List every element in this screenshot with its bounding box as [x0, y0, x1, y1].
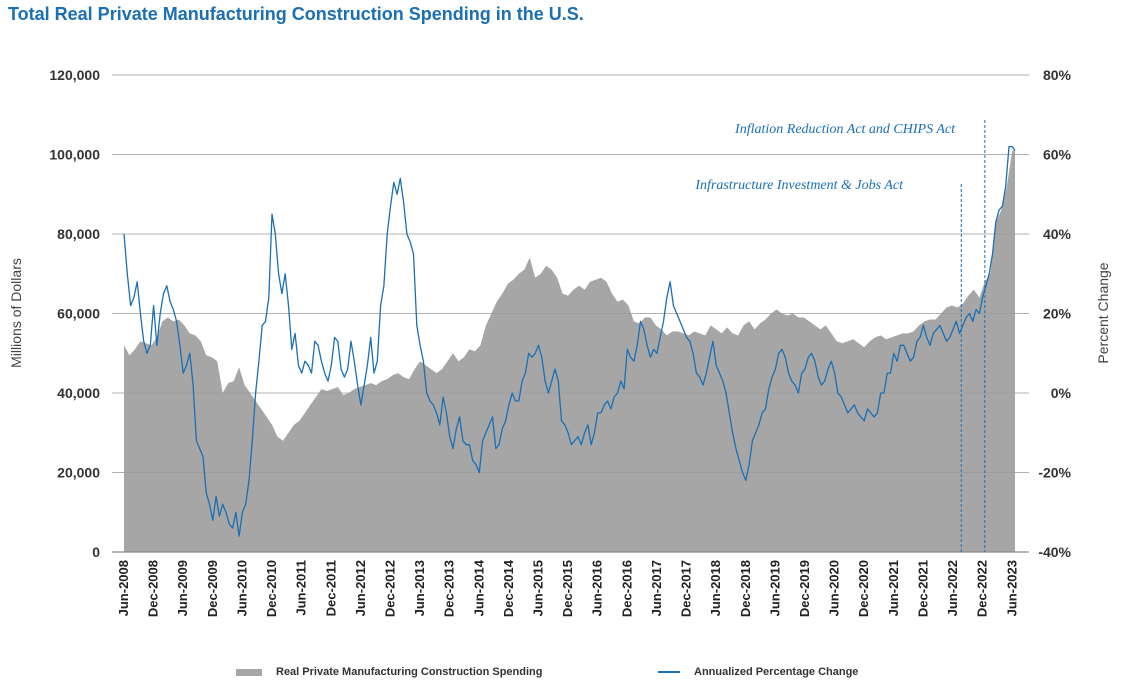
- x-tick-label: Dec-2008: [146, 560, 161, 617]
- x-tick-label: Jun-2016: [590, 560, 605, 616]
- y-axis-title: Millions of Dollars: [8, 258, 24, 368]
- legend-swatch-area: [236, 668, 262, 676]
- x-tick-label: Jun-2014: [471, 559, 486, 616]
- x-tick-label: Jun-2018: [708, 560, 723, 616]
- annotation-label: Inflation Reduction Act and CHIPS Act: [734, 122, 956, 137]
- y2-tick-label: -40%: [1038, 544, 1071, 560]
- x-tick-label: Dec-2019: [797, 560, 812, 617]
- y-tick-label: 20,000: [57, 465, 100, 481]
- x-tick-label: Dec-2011: [323, 560, 338, 616]
- y2-tick-label: 60%: [1043, 147, 1072, 163]
- y2-axis-title: Percent Change: [1095, 262, 1111, 363]
- y-tick-label: 0: [92, 544, 100, 560]
- x-tick-label: Jun-2015: [531, 560, 546, 616]
- y2-tick-label: 0%: [1051, 385, 1072, 401]
- x-tick-label: Dec-2009: [205, 560, 220, 617]
- x-tick-label: Jun-2010: [234, 560, 249, 616]
- y-tick-label: 80,000: [57, 226, 100, 242]
- x-tick-label: Jun-2021: [886, 560, 901, 616]
- x-tick-label: Dec-2017: [679, 560, 694, 617]
- y2-tick-label: 40%: [1043, 226, 1072, 242]
- legend-item-line: Annualized Percentage Change: [658, 666, 858, 678]
- y-tick-label: 60,000: [57, 306, 100, 322]
- line-series-annualized-change: [123, 145, 1016, 537]
- y2-tick-label: 20%: [1043, 306, 1072, 322]
- legend-item-area: Real Private Manufacturing Construction …: [236, 666, 542, 678]
- area-series-spending: [124, 150, 1015, 552]
- x-tick-label: Dec-2022: [975, 560, 990, 617]
- legend-label-line: Annualized Percentage Change: [694, 666, 859, 678]
- y-tick-label: 40,000: [57, 385, 100, 401]
- annotation-label: Infrastructure Investment & Jobs Act: [694, 178, 904, 193]
- x-tick-label: Jun-2017: [649, 560, 664, 616]
- x-tick-label: Dec-2016: [619, 560, 634, 617]
- x-tick-label: Dec-2013: [442, 560, 457, 617]
- x-tick-label: Jun-2019: [767, 560, 782, 616]
- x-tick-label: Dec-2014: [501, 559, 516, 617]
- legend-swatch-line: [658, 671, 680, 673]
- x-tick-label: Dec-2018: [738, 560, 753, 617]
- x-tick-label: Jun-2012: [353, 560, 368, 616]
- x-tick-label: Dec-2012: [383, 560, 398, 617]
- x-tick-label: Jun-2008: [116, 560, 131, 616]
- x-tick-label: Dec-2015: [560, 560, 575, 617]
- y2-tick-label: 80%: [1043, 67, 1072, 83]
- x-tick-label: Jun-2023: [1004, 560, 1019, 616]
- y-tick-label: 100,000: [49, 147, 100, 163]
- y2-tick-label: -20%: [1038, 465, 1071, 481]
- x-tick-label: Dec-2010: [264, 560, 279, 617]
- x-tick-label: Dec-2020: [856, 560, 871, 617]
- chart-title: Total Real Private Manufacturing Constru…: [8, 4, 584, 24]
- x-tick-label: Jun-2013: [412, 560, 427, 616]
- legend-label-area: Real Private Manufacturing Construction …: [276, 666, 543, 678]
- x-tick-label: Jun-2011: [294, 560, 309, 616]
- x-tick-label: Jun-2009: [175, 560, 190, 616]
- x-tick-label: Dec-2021: [915, 560, 930, 617]
- x-tick-label: Jun-2020: [827, 560, 842, 616]
- y-tick-label: 120,000: [49, 67, 100, 83]
- x-tick-label: Jun-2022: [945, 560, 960, 616]
